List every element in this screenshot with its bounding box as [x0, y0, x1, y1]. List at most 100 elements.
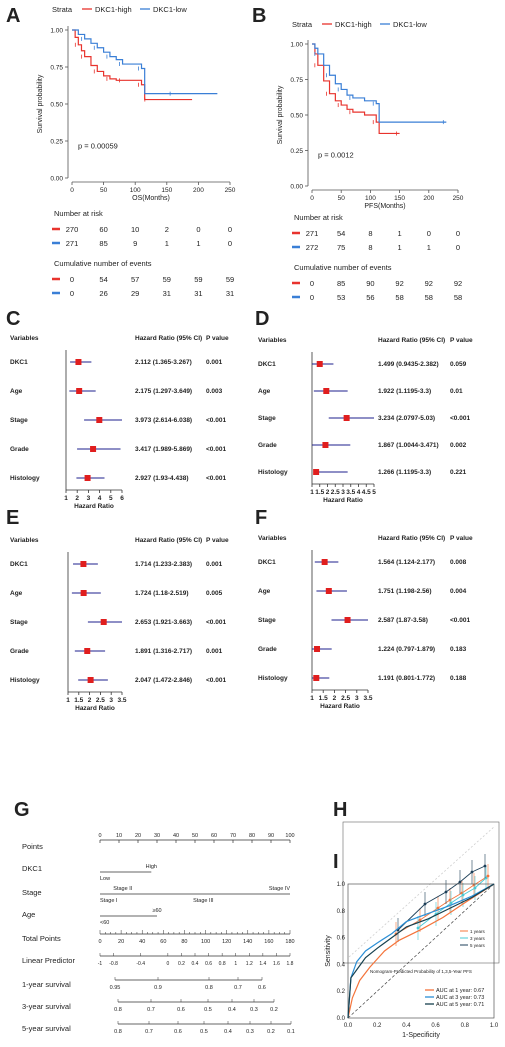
- nomogram-surv3-tick-label: 0.8: [114, 1007, 122, 1013]
- km-a-events-value: 31: [194, 289, 202, 298]
- forest-f-x-tick-label: 3.5: [363, 695, 372, 702]
- km-a-risk-value: 85: [99, 239, 107, 248]
- forest-c-row-p: <0.001: [206, 417, 226, 424]
- forest-e-header-p: P value: [206, 537, 229, 544]
- km-a-risk-value: 9: [133, 239, 137, 248]
- forest-c-row-hr: 2.175 (1.297-3.649): [135, 388, 192, 395]
- calibration-point: [423, 902, 427, 906]
- nomogram-points-tick-label: 70: [230, 833, 236, 839]
- calibration-point: [418, 918, 422, 922]
- forest-f-row-p: <0.001: [450, 617, 470, 624]
- km-a-risk-value: 0: [228, 239, 232, 248]
- forest-d-row-hr: 1.867 (1.0044-3.471): [378, 442, 439, 449]
- forest-f-row-hr: 1.751 (1.198-2.56): [378, 588, 431, 595]
- nomogram-total-tick-label: 80: [181, 939, 187, 945]
- calibration-point: [486, 874, 490, 878]
- km-b-legend-label-high: DKC1-high: [335, 20, 372, 29]
- forest-d-x-tick-label: 1.5: [315, 489, 324, 496]
- nomogram-row-label: 5-year survival: [22, 1024, 71, 1033]
- km-a-y-tick-label: 1.00: [50, 28, 63, 35]
- forest-f-x-tick-label: 2: [333, 695, 337, 702]
- forest-e-hr-point: [80, 561, 87, 567]
- forest-f-row-hr: 1.191 (0.801-1.772): [378, 675, 435, 682]
- nomogram-points-tick-label: 40: [173, 833, 179, 839]
- forest-e-hr-point: [84, 648, 91, 654]
- forest-c-row-label: Stage: [10, 417, 28, 424]
- forest-c-row-hr: 3.417 (1.989-5.869): [135, 446, 192, 453]
- calibration-frame: [342, 821, 500, 964]
- km-b-events-value: 53: [337, 293, 345, 302]
- km-b-events-value: 58: [395, 293, 403, 302]
- forest-f-hr-point: [313, 675, 320, 681]
- forest-d-hr-point: [322, 442, 329, 448]
- nomogram-points-tick-label: 60: [211, 833, 217, 839]
- km-b-risk-value: 54: [337, 229, 345, 238]
- forest-d-row-hr: 1.266 (1.1195-3.3): [378, 469, 431, 476]
- forest-c-x-tick-label: 5: [109, 495, 113, 502]
- nomogram-surv1-tick-label: 0.7: [234, 985, 242, 991]
- roc-y-tick-label: 0.0: [337, 1016, 346, 1022]
- km-a-risk-value: 10: [131, 225, 139, 234]
- nomogram-stage-iii: Stage III: [193, 898, 214, 904]
- forest-d-row-label: Grade: [258, 442, 277, 449]
- nomogram-points-tick-label: 50: [192, 833, 198, 839]
- forest-c-x-axis-label: Hazard Ratio: [74, 503, 114, 510]
- forest-d-header-variables: Variables: [258, 337, 287, 344]
- forest-c-row-hr: 3.973 (2.614-6.038): [135, 417, 192, 424]
- km-a-events-value: 31: [226, 289, 234, 298]
- km-b-legend-label-low: DKC1-low: [393, 20, 427, 29]
- forest-f-row-label: Age: [258, 588, 271, 595]
- roc-y-axis-label: Sensitivity: [325, 935, 332, 967]
- km-b-curve-low: [312, 43, 447, 123]
- forest-e-row-hr: 1.724 (1.18-2.519): [135, 590, 188, 597]
- nomogram-surv1-tick-label: 0.8: [205, 985, 213, 991]
- forest-d-row-label: Histology: [258, 469, 288, 476]
- nomogram-lp-tick-label: -1: [98, 961, 103, 967]
- nomogram-lp-tick-label: 0.6: [205, 961, 212, 967]
- forest-c-row-label: Grade: [10, 446, 29, 453]
- roc-x-tick-label: 0.4: [402, 1023, 411, 1029]
- forest-c-row-label: Age: [10, 388, 23, 395]
- km-a-events-value: 0: [70, 289, 74, 298]
- km-a-events-value: 59: [194, 275, 202, 284]
- forest-e-row-label: DKC1: [10, 561, 28, 568]
- forest-e-row-p: <0.001: [206, 619, 226, 626]
- forest-c-row-p: 0.001: [206, 359, 223, 366]
- forest-e-x-tick-label: 2: [88, 697, 92, 704]
- km-a-events-value: 0: [70, 275, 74, 284]
- forest-f-row-p: 0.008: [450, 559, 467, 566]
- roc-legend-label: AUC at 1 year: 0.67: [436, 988, 484, 994]
- forest-c-row-hr: 2.927 (1.93-4.438): [135, 475, 188, 482]
- forest-e-x-axis-label: Hazard Ratio: [75, 705, 115, 712]
- nomogram-lp-tick-label: 1.6: [273, 961, 280, 967]
- nomogram-total-tick-label: 20: [118, 939, 124, 945]
- km-a-curve-low: [72, 29, 218, 95]
- nomogram-total-tick-label: 60: [160, 939, 166, 945]
- roc-y-tick-label: 0.4: [337, 962, 346, 968]
- forest-d-x-axis-label: Hazard Ratio: [323, 497, 363, 504]
- roc-curve-1: [347, 883, 495, 1019]
- roc-diagonal: [347, 883, 495, 1019]
- km-a-risk-value: 0: [228, 225, 232, 234]
- nomogram-total-tick-label: 180: [285, 939, 294, 945]
- nomogram-stage-i: Stage I: [100, 898, 118, 904]
- km-b-risk-value: 8: [368, 229, 372, 238]
- calibration-legend-label: 3 years: [470, 936, 486, 941]
- km-b-events-value: 92: [454, 279, 462, 288]
- forest-d-row-p: <0.001: [450, 415, 470, 422]
- forest-d-hr-point: [313, 469, 320, 475]
- km-a-y-tick-label: 0.50: [50, 102, 63, 109]
- km-b-risk-value: 0: [427, 229, 431, 238]
- forest-f-row-label: Grade: [258, 646, 277, 653]
- forest-d-header-hr: Hazard Ratio (95% CI): [378, 337, 445, 344]
- panel-letter-f: F: [255, 507, 267, 529]
- km-b-y-tick-label: 0.25: [290, 148, 303, 155]
- km-a-legend-label-low: DKC1-low: [153, 5, 187, 14]
- forest-c-header-variables: Variables: [10, 335, 39, 342]
- km-b-risk-value: 1: [398, 243, 402, 252]
- km-a-y-tick-label: 0.00: [50, 176, 63, 183]
- km-b-y-tick-label: 1.00: [290, 42, 303, 49]
- forest-c-row-p: 0.003: [206, 388, 223, 395]
- forest-e-header-variables: Variables: [10, 537, 39, 544]
- forest-d-x-tick-label: 1: [310, 489, 314, 496]
